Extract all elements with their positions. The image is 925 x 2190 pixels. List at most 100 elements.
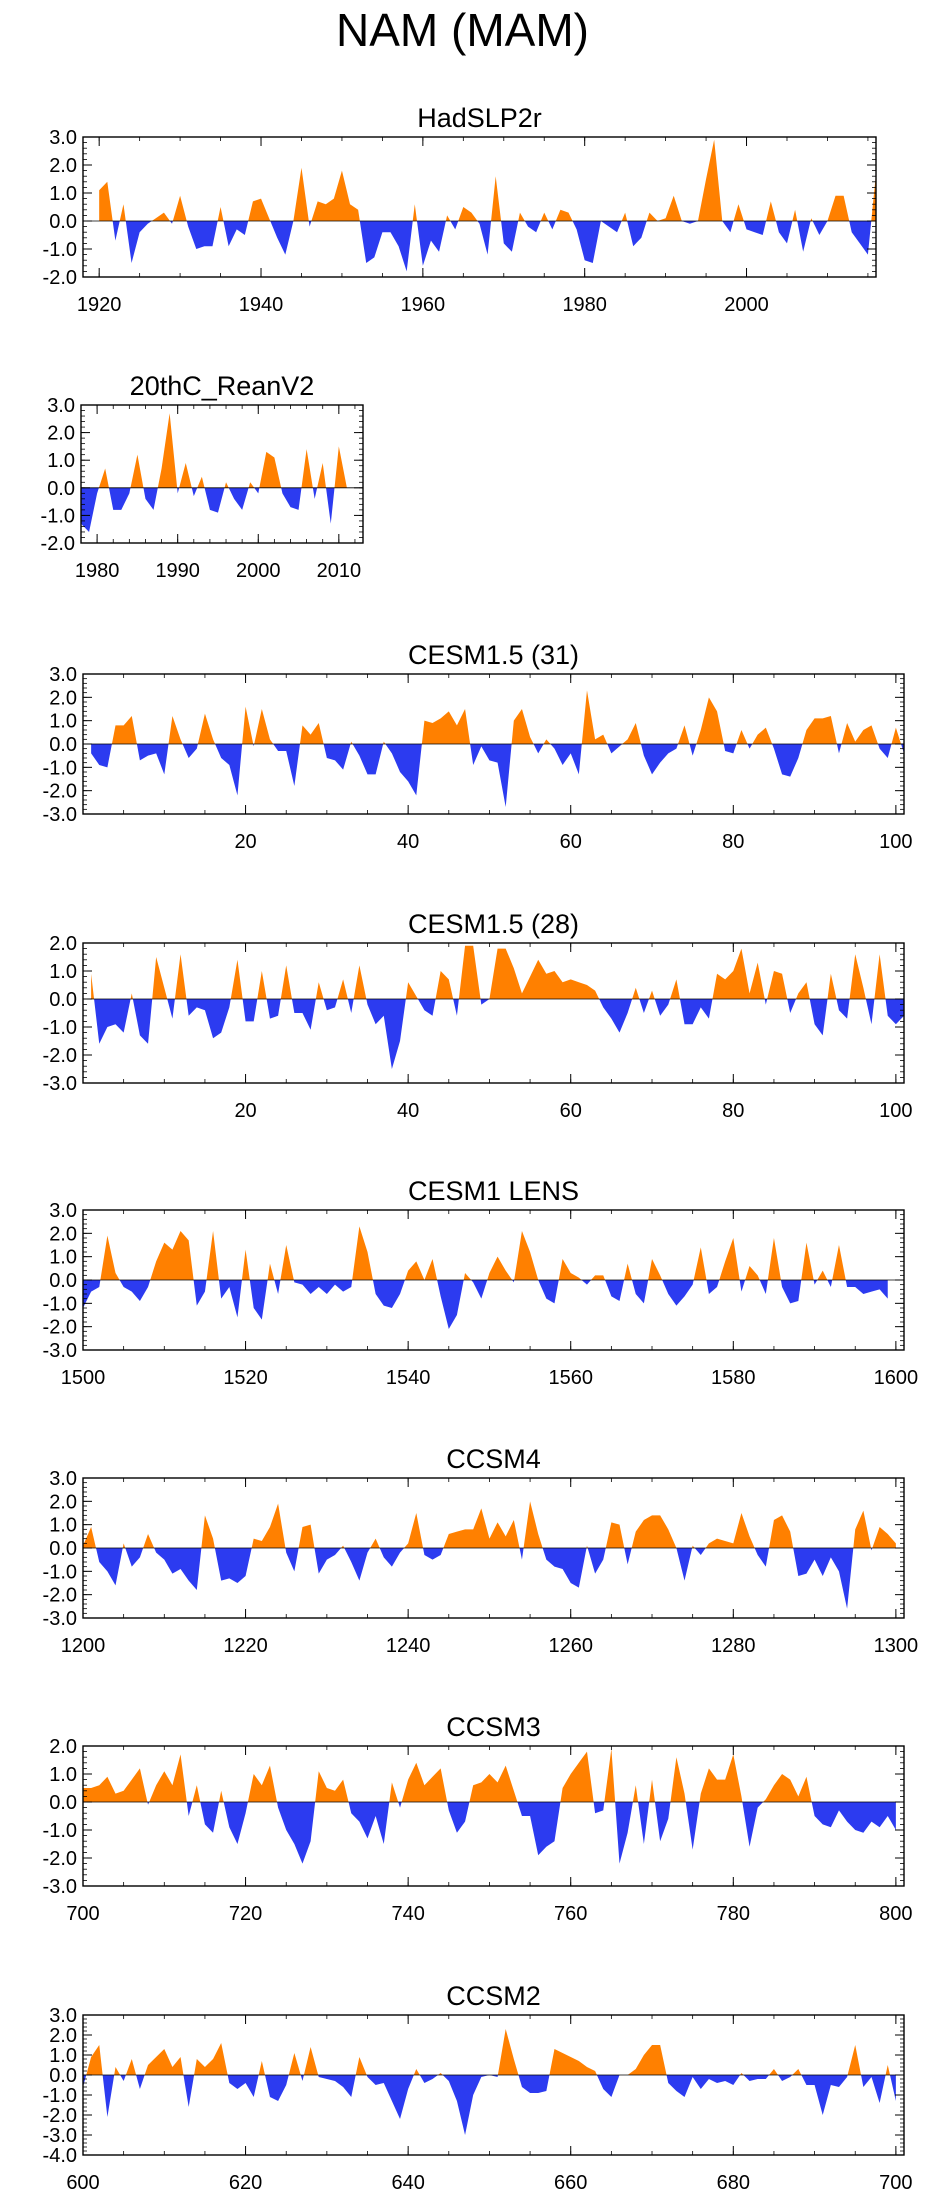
panel-title: CESM1 LENS <box>408 1176 579 1206</box>
x-tick-label: 1300 <box>874 1635 919 1657</box>
y-tick-label: 1.0 <box>49 1515 77 1537</box>
y-tick-label: 0.0 <box>49 1792 77 1814</box>
negative-anomaly-area <box>83 1548 896 1609</box>
x-tick-label: 2000 <box>236 560 281 582</box>
panel-title: CCSM4 <box>446 1444 541 1474</box>
panel-title: CESM1.5 (31) <box>408 640 579 670</box>
x-tick-label: 60 <box>560 831 582 853</box>
panel-title: 20thC_ReanV2 <box>130 371 315 401</box>
negative-anomaly-area <box>83 2075 896 2135</box>
x-tick-label: 660 <box>554 2172 587 2190</box>
plot-frame <box>82 2014 905 2156</box>
x-tick-label: 1580 <box>711 1367 756 1389</box>
x-tick-label: 2000 <box>724 294 769 316</box>
y-tick-label: -2.0 <box>43 2105 77 2127</box>
negative-anomaly-area <box>99 221 876 272</box>
y-tick-label: 2.0 <box>49 1491 77 1513</box>
y-tick-label: -3.0 <box>43 1340 77 1362</box>
x-tick-label: 1980 <box>562 294 607 316</box>
y-tick-label: 1.0 <box>49 1764 77 1786</box>
y-tick-label: 3.0 <box>47 395 75 417</box>
y-tick-label: 0.0 <box>49 2065 77 2087</box>
x-tick-label: 1980 <box>75 560 120 582</box>
x-tick-label: 40 <box>397 831 419 853</box>
x-tick-label: 720 <box>229 1903 262 1925</box>
panel-title: CESM1.5 (28) <box>408 909 579 939</box>
y-tick-label: -2.0 <box>41 533 75 555</box>
y-tick-label: -2.0 <box>43 1045 77 1067</box>
x-tick-label: 700 <box>66 1903 99 1925</box>
negative-anomaly-area <box>83 1280 888 1329</box>
y-tick-label: 2.0 <box>47 423 75 445</box>
x-tick-label: 740 <box>391 1903 424 1925</box>
y-tick-label: -1.0 <box>43 1561 77 1583</box>
y-tick-label: 2.0 <box>49 1736 77 1758</box>
y-tick-label: 2.0 <box>49 1223 77 1245</box>
y-tick-label: 0.0 <box>49 1538 77 1560</box>
y-tick-label: -2.0 <box>43 1317 77 1339</box>
negative-anomaly-area <box>91 999 904 1069</box>
figure-title: NAM (MAM) <box>336 4 589 56</box>
x-tick-label: 1940 <box>239 294 284 316</box>
positive-anomaly-area <box>83 1501 896 1548</box>
x-tick-label: 2010 <box>317 560 362 582</box>
x-tick-label: 700 <box>879 2172 912 2190</box>
x-tick-label: 800 <box>879 1903 912 1925</box>
panel-3: CESM1.5 (28) -3.0 -2.0 -1.0 0.0 1.0 2.0 20 40 60 8… <box>43 909 913 1122</box>
y-tick-label: -3.0 <box>43 804 77 826</box>
y-tick-label: -2.0 <box>43 781 77 803</box>
x-tick-label: 60 <box>560 1100 582 1122</box>
x-tick-label: 1920 <box>77 294 122 316</box>
y-tick-label: 3.0 <box>49 127 77 149</box>
positive-anomaly-area <box>83 1748 896 1802</box>
x-tick-label: 1280 <box>711 1635 756 1657</box>
y-tick-label: 0.0 <box>49 734 77 756</box>
x-tick-label: 1500 <box>61 1367 106 1389</box>
x-tick-label: 100 <box>879 831 912 853</box>
y-tick-label: -2.0 <box>43 1848 77 1870</box>
x-tick-label: 780 <box>717 1903 750 1925</box>
positive-anomaly-area <box>81 413 347 488</box>
x-tick-label: 20 <box>234 1100 256 1122</box>
x-tick-label: 1220 <box>223 1635 268 1657</box>
x-tick-label: 600 <box>66 2172 99 2190</box>
positive-anomaly-area <box>83 1226 888 1280</box>
x-tick-label: 1960 <box>401 294 446 316</box>
y-tick-label: 3.0 <box>49 1200 77 1222</box>
y-tick-label: -1.0 <box>43 1820 77 1842</box>
y-tick-label: -2.0 <box>43 1585 77 1607</box>
negative-anomaly-area <box>81 487 347 532</box>
y-tick-label: -3.0 <box>43 2125 77 2147</box>
x-tick-label: 760 <box>554 1903 587 1925</box>
positive-anomaly-area <box>91 945 904 999</box>
panel-title: CCSM2 <box>446 1981 541 2011</box>
panel-0: HadSLP2r -2.0 -1.0 0.0 1.0 2.0 3.0 1920 1940 1960… <box>43 103 877 316</box>
x-tick-label: 1990 <box>155 560 200 582</box>
y-tick-label: -1.0 <box>43 2085 77 2107</box>
y-tick-label: -2.0 <box>43 267 77 289</box>
y-tick-label: 0.0 <box>47 478 75 500</box>
y-tick-label: 0.0 <box>49 989 77 1011</box>
negative-anomaly-area <box>91 744 904 807</box>
x-tick-label: 40 <box>397 1100 419 1122</box>
x-tick-label: 640 <box>391 2172 424 2190</box>
plot-frame <box>82 942 905 1084</box>
panel-6: CCSM3 -3.0 -2.0 -1.0 0.0 1.0 2.0 700 720 740 760 78… <box>43 1712 913 1925</box>
x-tick-label: 1600 <box>874 1367 919 1389</box>
y-tick-label: 1.0 <box>49 2045 77 2067</box>
panel-5: CCSM4 -3.0-2.0-1.00.01.02.03.0 1200 1220 124… <box>43 1444 919 1657</box>
x-tick-label: 680 <box>717 2172 750 2190</box>
x-tick-label: 80 <box>722 831 744 853</box>
y-tick-label: 1.0 <box>49 183 77 205</box>
y-tick-label: 1.0 <box>49 711 77 733</box>
panel-1: 20thC_ReanV2 -2.0 -1.0 0.0 1.0 2.0 3.0 1980 1990… <box>41 371 364 582</box>
y-tick-label: -1.0 <box>43 757 77 779</box>
y-tick-label: -3.0 <box>43 1876 77 1898</box>
y-tick-label: 2.0 <box>49 933 77 955</box>
y-tick-label: -1.0 <box>43 1293 77 1315</box>
y-tick-label: -1.0 <box>43 1017 77 1039</box>
x-tick-label: 1540 <box>386 1367 431 1389</box>
y-tick-label: 1.0 <box>49 1247 77 1269</box>
panel-4: CESM1 LENS -3.0-2.0-1.00.01.02.03.0 1500 15… <box>43 1176 919 1389</box>
